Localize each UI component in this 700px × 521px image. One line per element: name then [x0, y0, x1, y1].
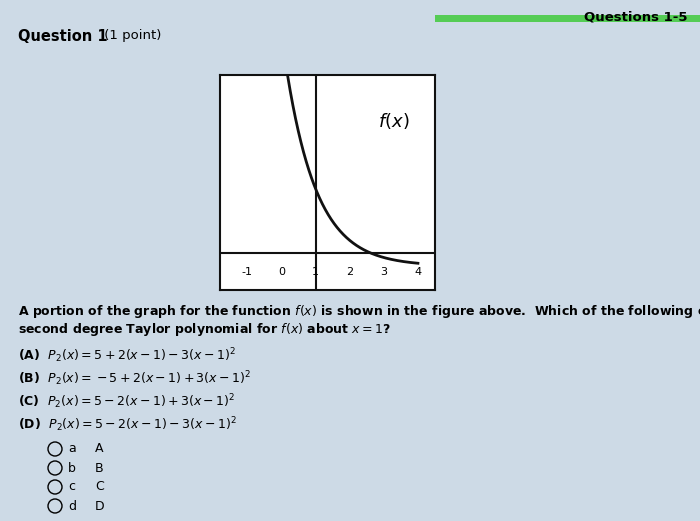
Text: C: C [95, 480, 104, 493]
Text: d: d [68, 500, 76, 513]
Text: $f(x)$: $f(x)$ [378, 111, 409, 131]
Text: 4: 4 [414, 267, 421, 277]
Text: -1: -1 [241, 267, 253, 277]
Text: 3: 3 [380, 267, 387, 277]
Text: 0: 0 [278, 267, 285, 277]
Text: (B)  $P_2(x) = -5 + 2(x-1) + 3(x-1)^2$: (B) $P_2(x) = -5 + 2(x-1) + 3(x-1)^2$ [18, 369, 251, 388]
Text: second degree Taylor polynomial for $f(x)$ about $x = 1$?: second degree Taylor polynomial for $f(x… [18, 321, 391, 338]
Text: c: c [68, 480, 75, 493]
Text: 2: 2 [346, 267, 354, 277]
Text: b: b [68, 462, 76, 475]
Text: A: A [95, 442, 104, 455]
Text: (D)  $P_2(x) = 5 - 2(x-1) - 3(x-1)^2$: (D) $P_2(x) = 5 - 2(x-1) - 3(x-1)^2$ [18, 415, 237, 433]
Text: (C)  $P_2(x) = 5 - 2(x-1) + 3(x-1)^2$: (C) $P_2(x) = 5 - 2(x-1) + 3(x-1)^2$ [18, 392, 235, 411]
Text: D: D [95, 500, 104, 513]
Bar [435, 15, 700, 22]
Text: (1 point): (1 point) [100, 29, 162, 42]
Text: Questions 1-5: Questions 1-5 [584, 11, 688, 24]
Text: a: a [68, 442, 76, 455]
Text: Question 1: Question 1 [18, 29, 108, 44]
Text: (A)  $P_2(x) = 5 + 2(x-1) - 3(x-1)^2$: (A) $P_2(x) = 5 + 2(x-1) - 3(x-1)^2$ [18, 346, 236, 365]
Text: 1: 1 [312, 267, 319, 277]
Text: B: B [95, 462, 104, 475]
Text: A portion of the graph for the function $f(x)$ is shown in the figure above.  Wh: A portion of the graph for the function … [18, 303, 700, 320]
